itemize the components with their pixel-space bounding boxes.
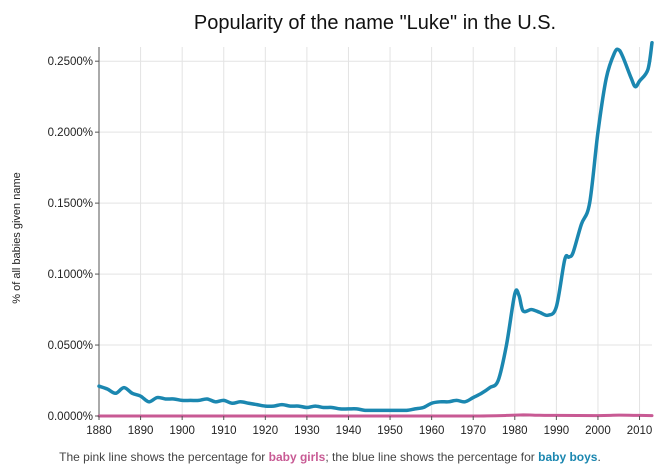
x-tick-label: 1950: [377, 425, 403, 437]
x-tick-label: 2000: [585, 425, 611, 437]
chart-title: Popularity of the name "Luke" in the U.S…: [194, 12, 556, 34]
y-axis-title: % of all babies given name: [11, 172, 23, 303]
y-tick-label: 0.0000%: [48, 411, 93, 423]
x-tick-label: 1920: [253, 425, 279, 437]
caption-suffix: .: [597, 450, 601, 464]
x-tick-label: 1930: [294, 425, 320, 437]
caption-girls-label: baby girls: [268, 450, 326, 464]
x-tick-label: 1910: [211, 425, 237, 437]
y-tick-label: 0.0500%: [48, 340, 93, 352]
y-axis-ticks: 0.0000% 0.0500% 0.1000% 0.1500% 0.2000% 0.250…: [48, 56, 99, 423]
caption-middle: ; the blue line shows the percentage for: [325, 450, 539, 464]
x-tick-label: 1990: [544, 425, 570, 437]
y-tick-label: 0.1500%: [48, 198, 93, 210]
chart-caption: The pink line shows the percentage for b…: [0, 450, 660, 464]
x-tick-label: 1960: [419, 425, 445, 437]
series-line-boys: [97, 40, 654, 413]
x-tick-label: 1890: [128, 425, 154, 437]
y-tick-label: 0.1000%: [48, 269, 93, 281]
y-tick-label: 0.2500%: [48, 56, 93, 68]
gridlines: [98, 47, 652, 417]
x-tick-label: 1900: [169, 425, 195, 437]
series-line-girls: [97, 413, 654, 418]
x-tick-label: 2010: [627, 425, 653, 437]
y-tick-label: 0.2000%: [48, 127, 93, 139]
x-tick-label: 1980: [502, 425, 528, 437]
x-tick-label: 1970: [460, 425, 486, 437]
x-tick-label: 1880: [86, 425, 112, 437]
x-axis-ticks: 1880 1890 1900 1910 1920 1930 1940 1950 1960 1970…: [86, 416, 652, 437]
caption-prefix: The pink line shows the percentage for: [59, 450, 269, 464]
caption-boys-label: baby boys: [538, 450, 598, 464]
x-tick-label: 1940: [336, 425, 362, 437]
